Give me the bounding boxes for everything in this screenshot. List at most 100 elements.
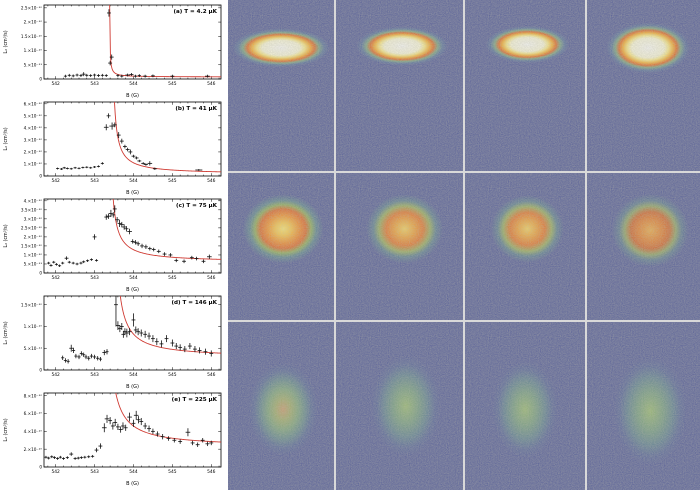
y-tick-label: 2.×10⁻¹⁰ <box>24 447 43 452</box>
absorption-image-r2-c1 <box>228 173 334 320</box>
y-tick-label: 2.5×10⁻¹⁰ <box>21 5 42 10</box>
x-tick-label: 543 <box>90 81 99 87</box>
y-tick-label: 0 <box>39 77 42 82</box>
y-tick-label: 2.5×10⁻¹⁰ <box>21 225 42 230</box>
image-noise-overlay <box>336 0 463 171</box>
loss-rate-plots-column: 542 543 544 545 546 0 5.×10⁻¹¹ 1.×10⁻¹⁰ 1.5×10⁻¹… <box>0 0 228 490</box>
image-noise-overlay <box>465 0 585 171</box>
loss-plot-a: 542 543 544 545 546 0 5.×10⁻¹¹ 1.×10⁻¹⁰ 1.5×10⁻¹… <box>0 2 226 99</box>
x-axis-label: B (G) <box>126 93 139 99</box>
x-tick-label: 542 <box>51 81 60 87</box>
image-noise-overlay <box>336 322 463 490</box>
x-tick-label: 546 <box>207 275 216 281</box>
x-tick-label: 545 <box>168 275 177 281</box>
x-tick-label: 544 <box>129 275 138 281</box>
x-tick-label: 543 <box>90 275 99 281</box>
x-tick-label: 542 <box>51 275 60 281</box>
x-tick-label: 544 <box>129 372 138 378</box>
absorption-image-r1-c2 <box>336 0 463 171</box>
image-noise-overlay <box>587 173 700 320</box>
temperature-annotation: (b) T = 41 μK <box>175 106 217 112</box>
absorption-image-r3-c2 <box>336 322 463 490</box>
x-tick-label: 543 <box>90 469 99 475</box>
absorption-image-grid <box>228 0 700 490</box>
y-tick-label: 0 <box>39 174 42 179</box>
x-tick-label: 544 <box>129 469 138 475</box>
x-tick-label: 546 <box>207 372 216 378</box>
y-tick-label: 4.×10⁻¹⁰ <box>24 125 43 130</box>
y-axis-label: L₂ (cm³/s) <box>3 30 9 53</box>
temperature-annotation: (a) T = 4.2 μK <box>173 9 217 15</box>
y-tick-label: 1.×10⁻¹⁰ <box>24 48 43 53</box>
y-tick-label: 3.5×10⁻¹⁰ <box>21 207 42 212</box>
plot-frame <box>43 4 222 80</box>
y-axis-label: L₂ (cm³/s) <box>3 418 9 441</box>
image-noise-overlay <box>587 322 700 490</box>
y-tick-label: 8.×10⁻¹⁰ <box>24 393 43 398</box>
image-noise-overlay <box>465 173 585 320</box>
temperature-annotation: (c) T = 75 μK <box>176 203 218 209</box>
x-axis-label: B (G) <box>126 384 139 390</box>
loss-plot-svg-a: 542 543 544 545 546 0 5.×10⁻¹¹ 1.×10⁻¹⁰ 1.5×10⁻¹… <box>3 4 222 99</box>
x-tick-label: 546 <box>207 469 216 475</box>
absorption-image-r1-c3 <box>465 0 585 171</box>
y-tick-label: 5.×10⁻¹¹ <box>24 346 43 351</box>
plot-frame <box>43 101 222 177</box>
absorption-image-r3-c4 <box>587 322 700 490</box>
y-tick-label: 1.5×10⁻¹⁰ <box>21 34 42 39</box>
loss-plot-b: 542 543 544 545 546 0 1.×10⁻¹⁰ 2.×10⁻¹⁰ 3.×10⁻¹⁰… <box>0 99 226 196</box>
loss-plot-e: 542 543 544 545 546 0 2.×10⁻¹⁰ 4.×10⁻¹⁰ 6.×10⁻¹⁰… <box>0 390 226 487</box>
absorption-image-r1-c1 <box>228 0 334 171</box>
y-tick-label: 1.×10⁻¹⁰ <box>24 162 43 167</box>
loss-plot-d: 542 543 544 545 546 0 5.×10⁻¹¹ 1.×10⁻¹⁰ 1.5×10⁻¹… <box>0 293 226 390</box>
x-tick-label: 544 <box>129 81 138 87</box>
y-tick-label: 2.×10⁻¹⁰ <box>24 150 43 155</box>
y-tick-label: 3.×10⁻¹⁰ <box>24 138 43 143</box>
x-tick-label: 542 <box>51 178 60 184</box>
y-tick-label: 5.×10⁻¹¹ <box>24 62 43 67</box>
plot-frame <box>43 198 222 274</box>
y-tick-label: 1.×10⁻¹⁰ <box>24 324 43 329</box>
y-axis-label: L₂ (cm³/s) <box>3 127 9 150</box>
image-noise-overlay <box>228 322 334 490</box>
image-noise-overlay <box>587 0 700 171</box>
y-axis-label: L₂ (cm³/s) <box>3 321 9 344</box>
x-tick-label: 545 <box>168 469 177 475</box>
fit-curve <box>109 4 221 78</box>
y-tick-label: 0 <box>39 465 42 470</box>
x-tick-label: 546 <box>207 81 216 87</box>
loss-plot-svg-c: 542 543 544 545 546 0 5.×10⁻¹¹ 1.×10⁻¹⁰ 1.5×10⁻¹… <box>3 198 222 293</box>
x-axis-label: B (G) <box>126 287 139 293</box>
y-tick-label: 4.×10⁻¹⁰ <box>24 198 43 203</box>
image-noise-overlay <box>228 0 334 171</box>
x-tick-label: 542 <box>51 372 60 378</box>
absorption-image-r2-c2 <box>336 173 463 320</box>
absorption-image-r1-c4 <box>587 0 700 171</box>
y-tick-label: 6.×10⁻¹⁰ <box>24 101 43 106</box>
loss-plot-c: 542 543 544 545 546 0 5.×10⁻¹¹ 1.×10⁻¹⁰ 1.5×10⁻¹… <box>0 196 226 293</box>
y-tick-label: 0 <box>39 368 42 373</box>
x-tick-label: 545 <box>168 372 177 378</box>
absorption-image-r2-c3 <box>465 173 585 320</box>
fit-curve <box>112 198 222 260</box>
absorption-image-r2-c4 <box>587 173 700 320</box>
fit-curve <box>114 101 222 173</box>
loss-plot-svg-e: 542 543 544 545 546 0 2.×10⁻¹⁰ 4.×10⁻¹⁰ 6.×10⁻¹⁰… <box>3 392 222 487</box>
image-noise-overlay <box>336 173 463 320</box>
x-tick-label: 542 <box>51 469 60 475</box>
x-tick-label: 545 <box>168 81 177 87</box>
x-axis-label: B (G) <box>126 481 139 487</box>
y-tick-label: 6.×10⁻¹⁰ <box>24 411 43 416</box>
loss-plot-svg-d: 542 543 544 545 546 0 5.×10⁻¹¹ 1.×10⁻¹⁰ 1.5×10⁻¹… <box>3 295 222 390</box>
absorption-image-r3-c1 <box>228 322 334 490</box>
temperature-annotation: (d) T = 146 μK <box>171 300 217 306</box>
y-axis-label: L₂ (cm³/s) <box>3 224 9 247</box>
x-tick-label: 545 <box>168 178 177 184</box>
y-tick-label: 2.×10⁻¹⁰ <box>24 20 43 25</box>
y-tick-label: 1.5×10⁻¹⁰ <box>21 302 42 307</box>
y-tick-label: 1.5×10⁻¹⁰ <box>21 244 42 249</box>
temperature-annotation: (e) T = 225 μK <box>172 397 218 403</box>
y-tick-label: 2.×10⁻¹⁰ <box>24 235 43 240</box>
y-tick-label: 3.×10⁻¹⁰ <box>24 216 43 221</box>
